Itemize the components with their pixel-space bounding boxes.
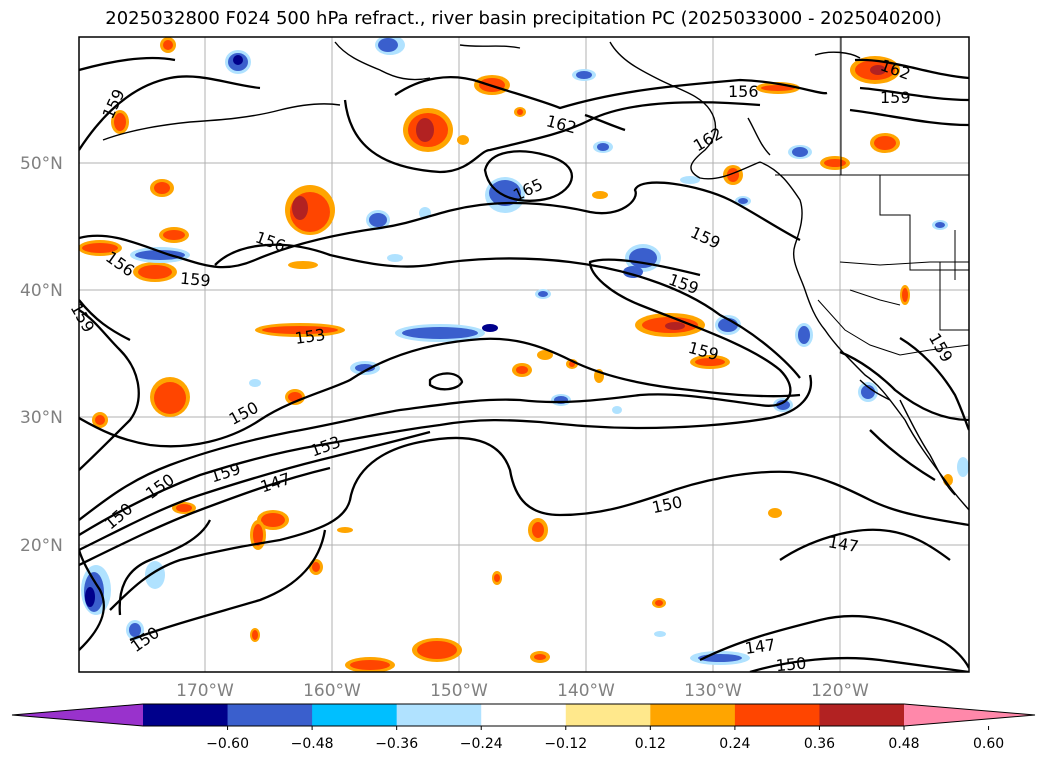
colorbar-segment	[819, 704, 905, 726]
colorbar-tick-label: −0.36	[375, 736, 418, 752]
colorbar: −0.60 −0.48 −0.36 −0.24 −0.12 0.12 0.24 0.36 0.4…	[11, 703, 1036, 752]
contour-label: 159	[880, 88, 911, 107]
colorbar-tick-label: −0.60	[206, 736, 249, 752]
contour-label: 156	[728, 82, 759, 101]
colorbar-extend-max	[904, 704, 1035, 726]
colorbar-tick-label: 0.36	[804, 736, 835, 752]
colorbar-segment	[312, 704, 398, 726]
colorbar-segment	[565, 704, 651, 726]
colorbar-segment	[650, 704, 736, 726]
lon-label: 120°W	[811, 681, 869, 701]
colorbar-segment	[396, 704, 482, 726]
colorbar-segment	[734, 704, 820, 726]
contour-label: 147	[744, 635, 777, 658]
contour-label: 150	[775, 654, 807, 676]
colorbar-tick-label: 0.60	[973, 736, 1004, 752]
colorbar-tick-label: 0.24	[719, 736, 750, 752]
precipitation-patches	[79, 37, 969, 672]
colorbar-extend-min	[12, 704, 143, 726]
latitude-labels: 50°N 40°N 30°N 20°N	[20, 154, 63, 556]
lon-label: 170°W	[176, 681, 234, 701]
borders	[775, 37, 969, 356]
lon-label: 150°W	[430, 681, 488, 701]
coastlines	[102, 41, 969, 511]
lat-label: 40°N	[20, 281, 63, 301]
lon-label: 140°W	[557, 681, 615, 701]
colorbar-segment	[481, 704, 567, 726]
colorbar-tick-label: −0.48	[291, 736, 334, 752]
contour-label: 153	[294, 325, 327, 348]
colorbar-outline	[11, 703, 1036, 727]
lat-label: 20°N	[20, 536, 63, 556]
gridlines	[79, 37, 969, 672]
colorbar-tick-label: −0.24	[460, 736, 503, 752]
colorbar-tick-label: 0.12	[635, 736, 666, 752]
colorbar-tick-label: 0.48	[888, 736, 919, 752]
lat-label: 50°N	[20, 154, 63, 174]
longitude-labels: 170°W 160°W 150°W 140°W 130°W 120°W	[176, 681, 869, 701]
lon-label: 160°W	[303, 681, 361, 701]
contour-lines	[79, 56, 969, 672]
lat-label: 30°N	[20, 408, 63, 428]
colorbar-segment	[227, 704, 313, 726]
colorbar-segment	[143, 704, 229, 726]
lon-label: 130°W	[684, 681, 742, 701]
contour-label: 159	[179, 269, 211, 291]
map-title: 2025032800 F024 500 hPa refract., river …	[105, 8, 942, 29]
colorbar-tick-label: −0.12	[544, 736, 587, 752]
map-frame	[78, 36, 970, 673]
map-area	[79, 37, 969, 672]
